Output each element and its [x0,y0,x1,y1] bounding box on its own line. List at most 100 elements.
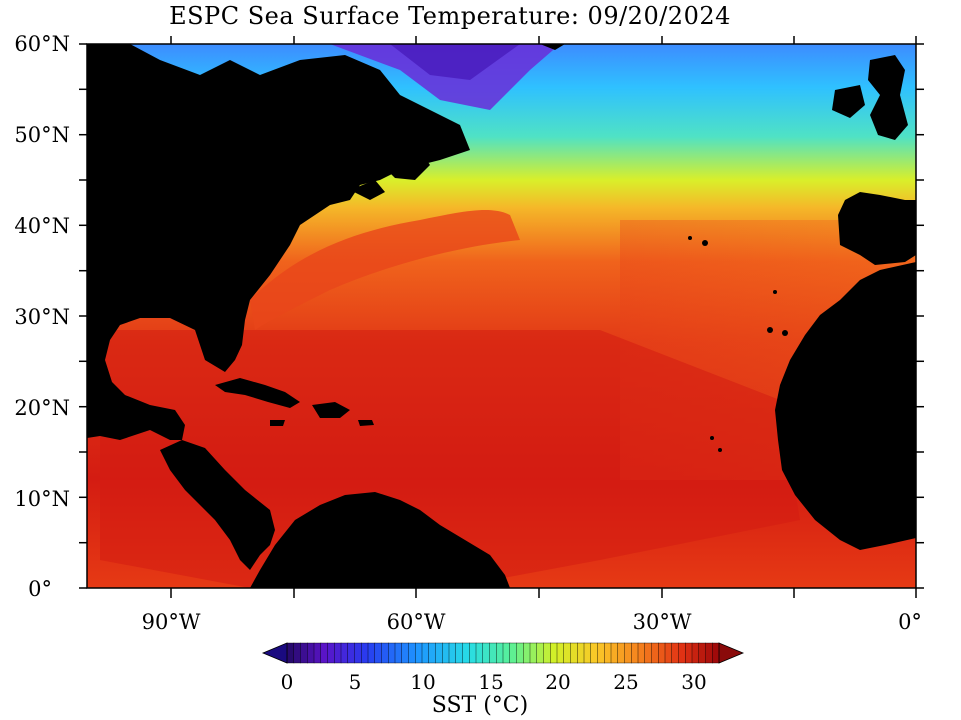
colorbar-cell [610,642,619,664]
colorbar-cell [685,642,693,664]
colorbar-cell [381,642,389,664]
colorbar-cell [536,642,545,664]
colorbar-cell [408,642,416,664]
colorbar-cell [631,642,639,664]
colorbar-cell [482,642,491,664]
colorbar-cell [705,642,713,664]
colorbar-cell [712,642,720,664]
colorbar-cell [428,642,437,664]
colorbar-cell [367,642,376,664]
colorbar-cell [624,642,632,664]
colorbar-cell [543,642,551,664]
colorbar-tick-20: 20 [545,670,571,694]
europe [838,44,916,265]
jamaica [270,420,285,426]
colorbar-cells [261,642,745,664]
colorbar-cell [286,642,295,664]
lat-label-10n: 10°N [14,487,70,511]
sst-field [87,44,916,588]
colorbar-cell [644,642,653,664]
colorbar-tick-30: 30 [681,670,707,694]
lat-label-40n: 40°N [14,214,70,238]
colorbar-extend-low [261,642,288,664]
colorbar-cell [388,642,396,664]
colorbar-cell [516,642,524,664]
colorbar-cell [678,642,686,664]
colorbar-cell [577,642,585,664]
canary-island [782,330,788,336]
azores-island [702,240,708,246]
colorbar-cell [658,642,666,664]
colorbar-cell [637,642,646,664]
south-america [250,492,510,588]
cape-verde-island [710,436,714,440]
colorbar-cell [698,642,707,664]
colorbar-cell [435,642,443,664]
colorbar-cell [415,642,423,664]
hispaniola [312,402,350,418]
newfoundland [380,140,430,180]
land [87,44,916,588]
colorbar-cell [462,642,470,664]
lon-label-60w: 60°W [386,610,446,634]
madeira-island [773,290,777,294]
colorbar-cell [347,642,356,664]
colorbar-cell [475,642,484,664]
lat-label-20n: 20°N [14,396,70,420]
colorbar-cell [455,642,464,664]
colorbar-cell [691,642,700,664]
central-america [160,440,275,570]
colorbar-cell [340,642,349,664]
ireland [832,85,865,118]
labrador-coldest-patch [390,44,520,80]
lon-label-0: 0° [898,610,922,634]
colorbar-cell [354,642,362,664]
colorbar-cell [307,642,315,664]
colorbar-tick-0: 0 [280,670,294,694]
colorbar-cell [583,642,592,664]
colorbar-tick-25: 25 [613,670,639,694]
africa [775,262,916,550]
lat-label-30n: 30°N [14,305,70,329]
colorbar-cell [617,642,626,664]
colorbar-cell [509,642,518,664]
colorbar-tick-5: 5 [348,670,362,694]
lon-label-90w: 90°W [141,610,201,634]
axis-ticks [79,36,924,598]
cuba [215,378,300,408]
canary-island [767,327,773,333]
greenland-tip [540,44,565,50]
colorbar-cell [590,642,599,664]
colorbar-cell [448,642,457,664]
colorbar-cell [300,642,308,664]
nova-scotia [350,180,385,200]
colorbar-cell [597,642,605,664]
colorbar-cell [570,642,578,664]
map-title: ESPC Sea Surface Temperature: 09/20/2024 [169,2,731,30]
azores-island [688,236,692,240]
colorbar-cell [651,642,659,664]
colorbar-cell [496,642,504,664]
gulf-stream [250,210,520,330]
colorbar-cell [523,642,531,664]
colorbar-cell [421,642,430,664]
colorbar-cell [401,642,410,664]
colorbar-cell [529,642,538,664]
colorbar-cell [489,642,497,664]
colorbar-cell [502,642,511,664]
labrador-cold-patch [330,44,560,110]
lat-label-0: 0° [28,577,52,601]
colorbar-cell [334,642,342,664]
colorbar-cell [563,642,572,664]
colorbar-extend-high [718,642,745,664]
colorbar-tick-10: 10 [410,670,436,694]
colorbar-cell [293,642,302,664]
colorbar-cell [374,642,383,664]
colorbar-cell [550,642,558,664]
colorbar-cell [313,642,322,664]
colorbar-cell [327,642,335,664]
north-america [87,44,470,440]
lat-label-60n: 60°N [14,32,70,56]
colorbar-label: SST (°C) [431,693,529,718]
